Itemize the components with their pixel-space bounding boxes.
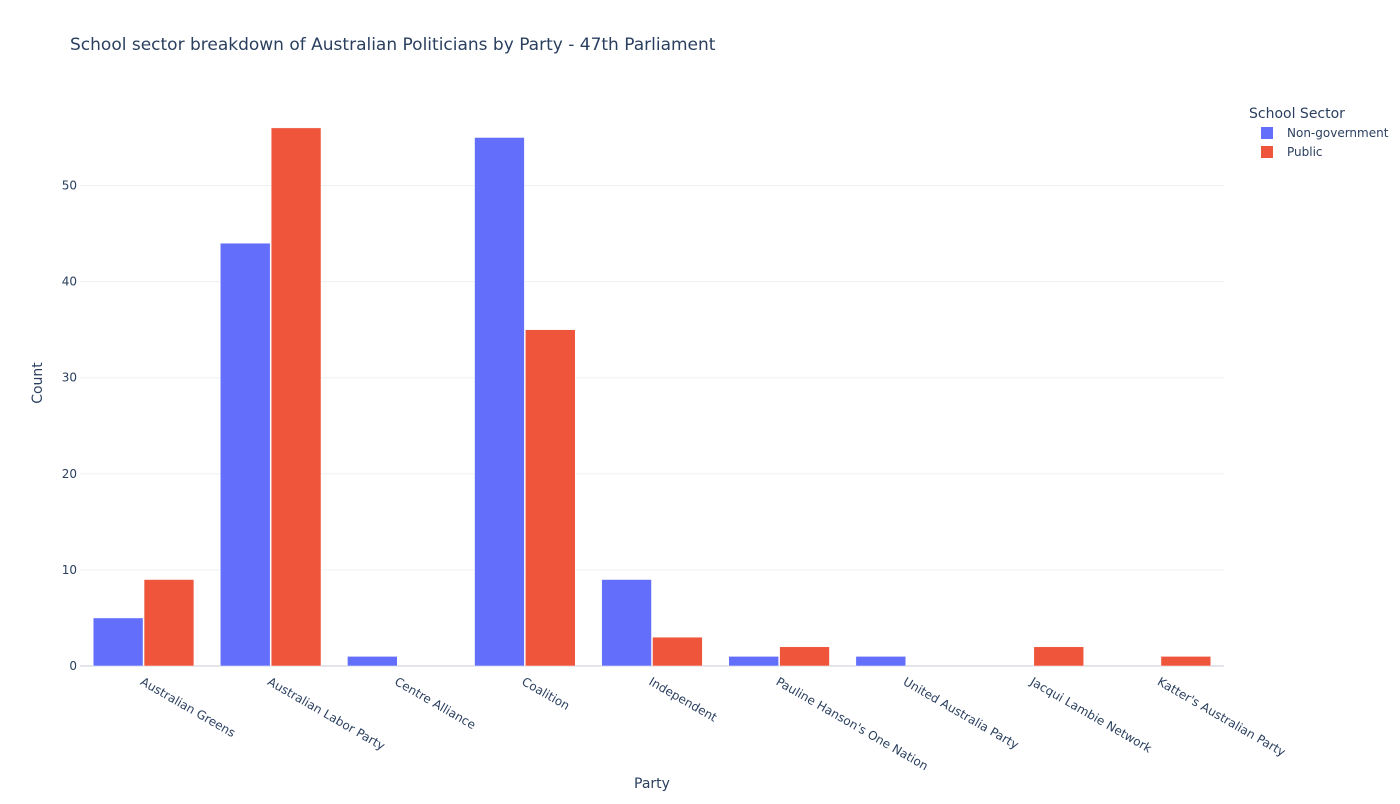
- y-tick-label: 30: [62, 371, 77, 385]
- legend-label-non-government[interactable]: Non-government: [1287, 126, 1389, 140]
- x-tick-label: Katter's Australian Party: [1155, 674, 1288, 759]
- x-tick-label: Centre Alliance: [392, 674, 478, 732]
- y-tick-label: 20: [62, 467, 77, 481]
- y-tick-label: 0: [69, 659, 77, 673]
- x-tick-label: Australian Greens: [138, 674, 238, 740]
- legend-title: School Sector: [1249, 106, 1345, 122]
- gridlines: [80, 185, 1224, 667]
- x-axis-title: Party: [634, 776, 670, 792]
- bar-non-government-australian-greens: [92, 617, 144, 667]
- bar-public-jacqui-lambie-network: [1033, 646, 1084, 667]
- bar-non-government-australian-labor-party: [220, 242, 271, 667]
- bar-public-independent: [652, 636, 703, 667]
- bar-non-government-pauline-hanson-s-one-nation: [728, 656, 779, 667]
- y-tick-label: 40: [62, 275, 77, 289]
- bar-public-coalition: [525, 329, 576, 667]
- x-tick-label: United Australia Party: [901, 674, 1021, 752]
- legend-swatch-public[interactable]: [1261, 146, 1273, 158]
- legend-label-public[interactable]: Public: [1287, 145, 1323, 159]
- bar-non-government-centre-alliance: [347, 656, 398, 667]
- legend: School Sector Non-government Public: [1249, 106, 1389, 159]
- y-tick-label: 50: [62, 179, 77, 193]
- y-axis-title: Count: [30, 362, 46, 404]
- x-tick-label: Independent: [647, 674, 720, 724]
- legend-swatch-non-government[interactable]: [1261, 127, 1273, 139]
- bar-non-government-coalition: [474, 137, 525, 667]
- bar-public-katter-s-australian-party: [1160, 656, 1212, 667]
- chart-title: School sector breakdown of Australian Po…: [70, 35, 716, 55]
- bars: [92, 127, 1212, 667]
- x-axis-ticks: Australian Greens Australian Labor Party C…: [138, 674, 1288, 773]
- bar-non-government-united-australia-party: [855, 656, 906, 667]
- bar-public-australian-greens: [143, 579, 195, 667]
- x-tick-label: Australian Labor Party: [265, 674, 387, 753]
- bar-public-australian-labor-party: [270, 127, 322, 667]
- bar-public-pauline-hanson-s-one-nation: [779, 646, 830, 667]
- x-tick-label: Coalition: [519, 674, 572, 712]
- bar-non-government-independent: [601, 579, 652, 667]
- y-axis-ticks: 0 10 20 30 40 50: [62, 179, 77, 673]
- x-tick-label: Jacqui Lambie Network: [1027, 674, 1154, 756]
- y-tick-label: 10: [62, 563, 77, 577]
